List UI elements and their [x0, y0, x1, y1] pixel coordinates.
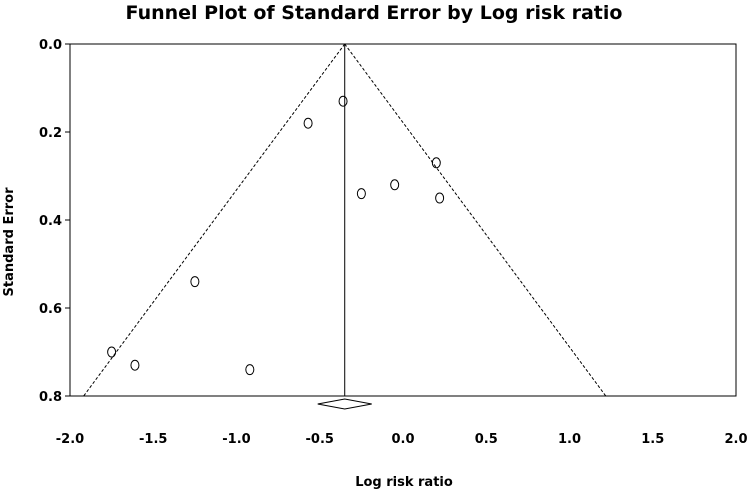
y-tick-label: 0.2	[39, 126, 62, 141]
y-axis-ticks: 0.0 0.2 0.4 0.6 0.8	[39, 38, 70, 405]
study-point	[431, 157, 441, 169]
x-tick-label: -1.5	[139, 432, 167, 447]
x-axis-label: Log risk ratio	[355, 475, 453, 490]
x-tick-label: -2.0	[56, 432, 84, 447]
study-point	[356, 188, 366, 200]
x-axis-ticks: -2.0 -1.5 -1.0 -0.5 0.0 0.5 1.0 1.5 2.0	[56, 432, 748, 447]
pooled-diamond	[317, 398, 372, 410]
funnel-right-line	[344, 43, 607, 397]
funnel-lines	[83, 43, 607, 397]
study-point	[338, 95, 348, 107]
x-tick-label: 2.0	[724, 432, 747, 447]
x-tick-label: 0.0	[391, 432, 414, 447]
y-axis-label: Standard Error	[2, 187, 17, 297]
study-point	[130, 359, 140, 371]
y-tick-label: 0.4	[39, 214, 62, 229]
x-tick-label: -1.0	[222, 432, 250, 447]
funnel-left-line	[83, 43, 346, 397]
study-point	[435, 192, 445, 204]
pooled-estimate	[317, 398, 372, 410]
y-tick-label: 0.6	[39, 302, 62, 317]
x-tick-label: 1.0	[558, 432, 581, 447]
x-tick-label: 0.5	[475, 432, 498, 447]
x-tick-label: -0.5	[306, 432, 334, 447]
data-points	[107, 95, 445, 376]
y-tick-label: 0.0	[39, 38, 62, 53]
study-point	[390, 179, 400, 191]
y-tick-label: 0.8	[39, 390, 62, 405]
chart-title: Funnel Plot of Standard Error by Log ris…	[125, 2, 623, 24]
plot-frame	[69, 43, 737, 397]
study-point	[245, 364, 255, 376]
study-point	[107, 346, 117, 358]
x-tick-label: 1.5	[641, 432, 664, 447]
study-point	[303, 117, 313, 129]
study-point	[190, 276, 200, 288]
